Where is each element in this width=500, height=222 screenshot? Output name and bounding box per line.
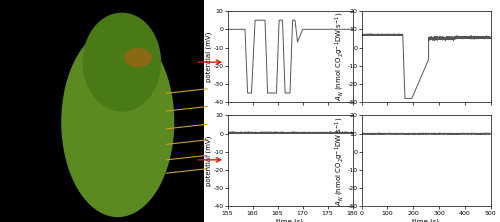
X-axis label: time (s): time (s) <box>276 218 303 222</box>
Ellipse shape <box>62 28 174 216</box>
Y-axis label: $A_N$ (nmol CO$_2$g$^{-1}$DW s$^{-1}$): $A_N$ (nmol CO$_2$g$^{-1}$DW s$^{-1}$) <box>334 116 346 206</box>
Ellipse shape <box>125 49 152 67</box>
X-axis label: time (s): time (s) <box>412 218 440 222</box>
Y-axis label: potential (mV): potential (mV) <box>206 32 212 82</box>
Y-axis label: $A_N$ (nmol CO$_2$g$^{-1}$DW s$^{-1}$): $A_N$ (nmol CO$_2$g$^{-1}$DW s$^{-1}$) <box>334 12 346 101</box>
Ellipse shape <box>84 13 160 111</box>
Y-axis label: potential (mV): potential (mV) <box>206 136 212 186</box>
